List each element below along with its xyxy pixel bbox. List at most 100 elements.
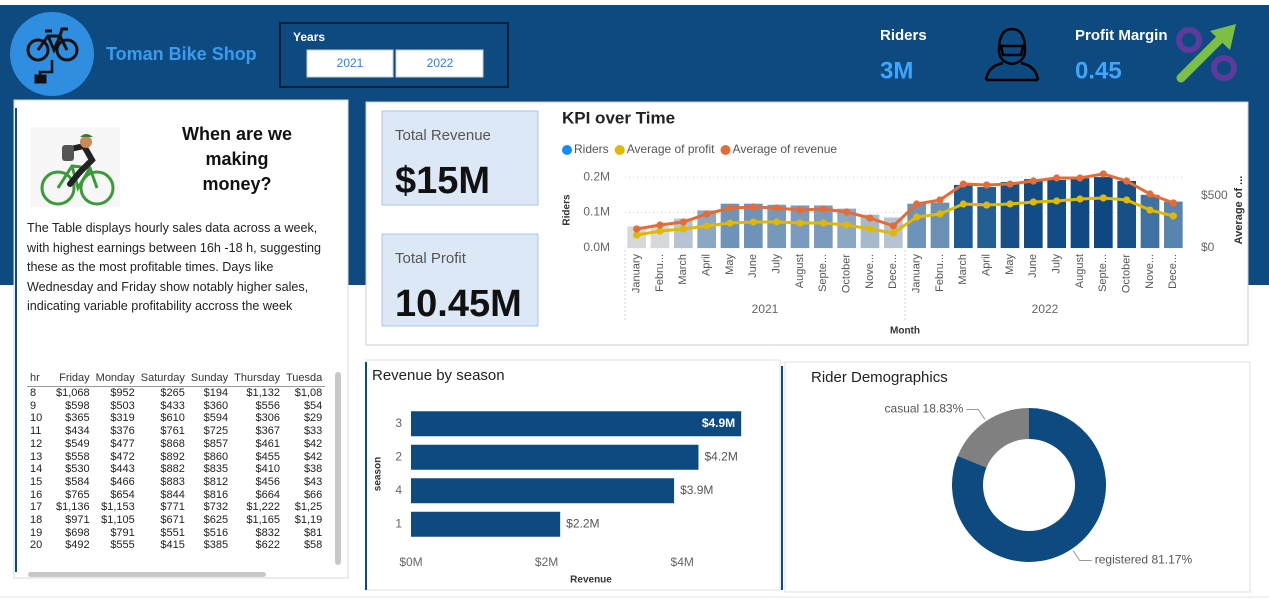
line-point [703, 210, 711, 218]
table-cell: $732 [203, 501, 229, 514]
data-label: registered 81.17% [1095, 553, 1193, 567]
kpi-label: Profit Margin [1075, 27, 1168, 44]
legend-marker [562, 145, 572, 155]
table-cell: $319 [110, 412, 135, 425]
leader-line [966, 408, 986, 420]
y-tick-label: 2 [395, 449, 402, 463]
table-cell: 18 [30, 514, 43, 527]
table-cell: $698 [65, 526, 90, 539]
scrollbar[interactable] [28, 572, 266, 577]
line-point [726, 204, 734, 212]
table-row: 12 $549 $477 $868 $857 $461 $42 [27, 438, 325, 451]
bar [674, 218, 693, 248]
table-cell: $410 [255, 463, 280, 476]
line-point [936, 196, 944, 204]
rider-icon [984, 27, 1040, 82]
data-label: $4.9M [702, 416, 735, 430]
table-cell: $265 [160, 387, 185, 399]
y-tick-label: 1 [395, 516, 402, 530]
legend-marker [614, 145, 625, 155]
column-header: Friday [53, 369, 93, 387]
table-cell: $503 [110, 399, 135, 412]
table-cell: $415 [160, 539, 185, 552]
table-cell: $971 [65, 514, 90, 527]
table-cell: $892 [160, 450, 185, 463]
bar [977, 187, 996, 248]
table-cell: $456 [255, 475, 280, 488]
table-cell: $81 [303, 526, 323, 539]
table-cell: 9 [30, 399, 37, 412]
year-button[interactable] [306, 49, 394, 78]
x-tick-label: April [981, 254, 993, 276]
table-row: 17 $1,136 $1,153 $771 $732 $1,222 $1,25 [27, 501, 325, 514]
category-name: casual [885, 402, 920, 416]
column-header: Thursday [231, 369, 283, 387]
table-cell: 10 [30, 412, 43, 425]
year-button[interactable] [395, 49, 484, 78]
table-cell: $664 [255, 488, 280, 501]
x-group-label: 2022 [1032, 302, 1059, 316]
year-button-label[interactable]: 2021 [337, 56, 364, 70]
x-tick-label: October [841, 254, 853, 293]
x-tick-label: June [1027, 254, 1039, 278]
kpi-value: 3M [880, 57, 913, 84]
chart-title: Rider Demographics [811, 369, 948, 386]
category-name: registered [1095, 553, 1148, 567]
table-cell: 16 [30, 488, 43, 501]
table-cell: $857 [203, 437, 229, 450]
line-point [773, 218, 781, 226]
bar [1000, 182, 1020, 248]
table-cell: $835 [203, 463, 229, 476]
table-cell: $58 [303, 539, 323, 552]
card-label: Total Profit [395, 250, 467, 267]
bar [1164, 201, 1183, 248]
table-cell: 13 [30, 450, 43, 463]
table-cell: $516 [203, 526, 229, 539]
line-point [889, 229, 897, 237]
data-label: $2.2M [566, 516, 599, 530]
x-tick-label: May [1004, 254, 1016, 275]
table-cell: 11 [30, 425, 42, 438]
table-cell: $556 [255, 399, 280, 412]
legend-label: Riders [574, 142, 609, 156]
bar [954, 184, 973, 248]
table-cell: $1,08 [294, 387, 323, 399]
table-row: 10 $365 $319 $610 $594 $306 $29 [27, 412, 325, 425]
x-tick-label: $2M [535, 555, 558, 569]
line-point [936, 210, 944, 218]
table-cell: $433 [160, 399, 185, 412]
table-cell: $306 [255, 412, 280, 425]
bar [1140, 194, 1160, 248]
logo-bike [26, 27, 79, 84]
line-point [1076, 174, 1084, 182]
y2-tick-label: $500 [1201, 188, 1228, 202]
table-cell: $594 [203, 412, 229, 425]
line-point [913, 200, 921, 208]
line-point [866, 214, 874, 222]
table-cell: $472 [110, 450, 135, 463]
scrollbar[interactable] [335, 372, 341, 565]
chart-title: KPI over Time [562, 108, 675, 127]
line-point [633, 225, 641, 233]
table-cell: $549 [65, 437, 90, 450]
table-cell: $43 [303, 475, 323, 488]
table-cell: $584 [65, 475, 90, 488]
table-cell: 15 [30, 475, 43, 488]
table-cell: $551 [160, 526, 185, 539]
line-point [1123, 196, 1131, 204]
table-cell: $654 [110, 488, 135, 501]
table-cell: $38 [303, 463, 323, 476]
line-point [1053, 174, 1061, 182]
bar [411, 511, 561, 537]
line-point [1123, 177, 1131, 185]
kpi-label: Riders [880, 27, 927, 44]
line-point [773, 204, 781, 212]
app-title: Toman Bike Shop [106, 44, 257, 64]
line-point [796, 206, 804, 214]
table: hr Friday Monday Saturday Sunday Thursday Tues… [27, 369, 326, 552]
table-cell: $816 [203, 488, 229, 501]
table-cell: $791 [110, 526, 135, 539]
year-button-label[interactable]: 2022 [427, 56, 454, 70]
table-row: 13 $558 $472 $892 $860 $455 $42 [27, 451, 325, 464]
bar [814, 205, 833, 248]
